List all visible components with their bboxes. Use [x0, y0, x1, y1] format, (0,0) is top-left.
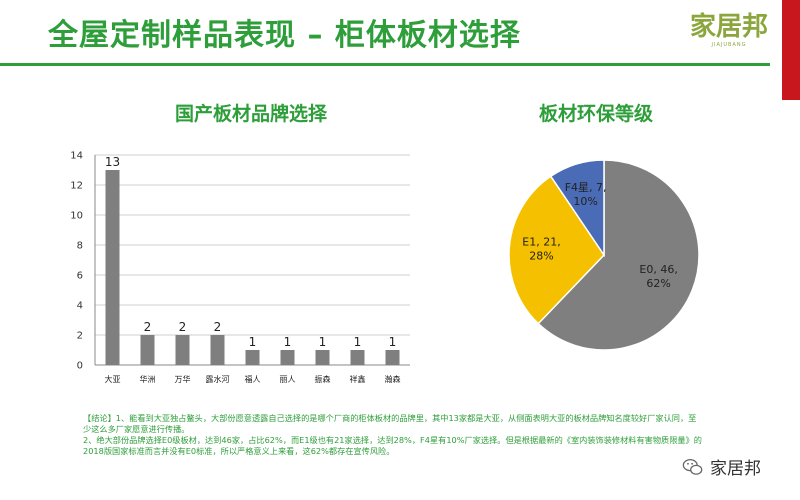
pie-slice-e1: [508, 175, 605, 325]
header-divider: [0, 63, 770, 66]
data-label: 1: [389, 335, 397, 349]
x-tick-label: 大亚: [105, 374, 121, 384]
data-label: 13: [105, 155, 120, 169]
x-tick-label: 露水河: [206, 374, 230, 384]
bar: [140, 335, 155, 365]
pie-slice-e0: [537, 159, 700, 351]
bar: [280, 350, 295, 365]
pie-label: E1, 21, 28%: [522, 236, 560, 263]
bar-chart-title: 国产板材品牌选择: [175, 103, 328, 125]
pie-label: E0, 46, 62%: [639, 263, 677, 290]
bar-chart: 0 2 4 6 8 10 12 14 13 大亚 2 华洲 2 万华 2 露水河 1 福人 1 丽人 1 振森 1 祥鑫 1 瀚森: [70, 151, 410, 384]
pie-chart: E0, 46, 62% E1, 21, 28% F4星, 7, 10%: [508, 159, 700, 351]
data-label: 1: [354, 335, 362, 349]
bar: [315, 350, 330, 365]
x-tick-label: 福人: [245, 375, 261, 384]
x-tick-label: 祥鑫: [350, 374, 366, 384]
y-tick-label: 4: [77, 301, 83, 312]
x-tick-label: 丽人: [280, 375, 296, 384]
bar: [245, 350, 260, 365]
x-tick-label: 万华: [175, 374, 191, 384]
data-label: 2: [144, 320, 152, 334]
y-tick-label: 10: [70, 211, 83, 222]
watermark-text: 家居邦: [710, 459, 761, 479]
pie-chart-title: 板材环保等级: [539, 103, 654, 125]
slide-title: 全屋定制样品表现 – 柜体板材选择: [48, 18, 521, 53]
data-label: 2: [179, 320, 187, 334]
y-tick-label: 0: [77, 361, 83, 372]
bar: [105, 170, 120, 365]
edge-red-bar: [782, 0, 800, 100]
y-tick-label: 8: [77, 241, 83, 252]
x-tick-label: 华洲: [140, 374, 156, 384]
bar: [210, 335, 225, 365]
x-tick-label: 振森: [315, 374, 331, 384]
pie-slice-f4: [549, 159, 605, 258]
wechat-icon: [682, 458, 703, 475]
pie-label: F4星, 7, 10%: [565, 181, 607, 208]
logo-text: 家居邦: [689, 12, 768, 42]
wechat-watermark: 家居邦: [682, 454, 761, 479]
bar: [175, 335, 190, 365]
y-tick-label: 14: [70, 151, 83, 162]
logo-subtext: JIAJUBANG: [711, 42, 747, 48]
data-label: 2: [214, 320, 222, 334]
data-label: 1: [284, 335, 292, 349]
y-tick-label: 6: [77, 271, 83, 282]
data-label: 1: [249, 335, 257, 349]
x-tick-label: 瀚森: [385, 374, 401, 384]
conclusion-point-2: 2、绝大部份品牌选择E0级板材，达到46家，占比62%，而E1级也有21家选择，…: [83, 435, 702, 456]
brand-logo: 家居邦 JIAJUBANG: [688, 12, 770, 48]
y-tick-label: 12: [70, 181, 83, 192]
conclusion-point-1: 【结论】1、能看到大亚独占鳌头，大部份愿意透露自己选择的是哪个厂商的柜体板材的品…: [83, 413, 697, 434]
data-label: 1: [319, 335, 327, 349]
bar: [385, 350, 400, 365]
conclusion-notes: 【结论】1、能看到大亚独占鳌头，大部份愿意透露自己选择的是哪个厂商的柜体板材的品…: [83, 413, 703, 457]
bar: [350, 350, 365, 365]
y-tick-label: 2: [77, 331, 83, 342]
